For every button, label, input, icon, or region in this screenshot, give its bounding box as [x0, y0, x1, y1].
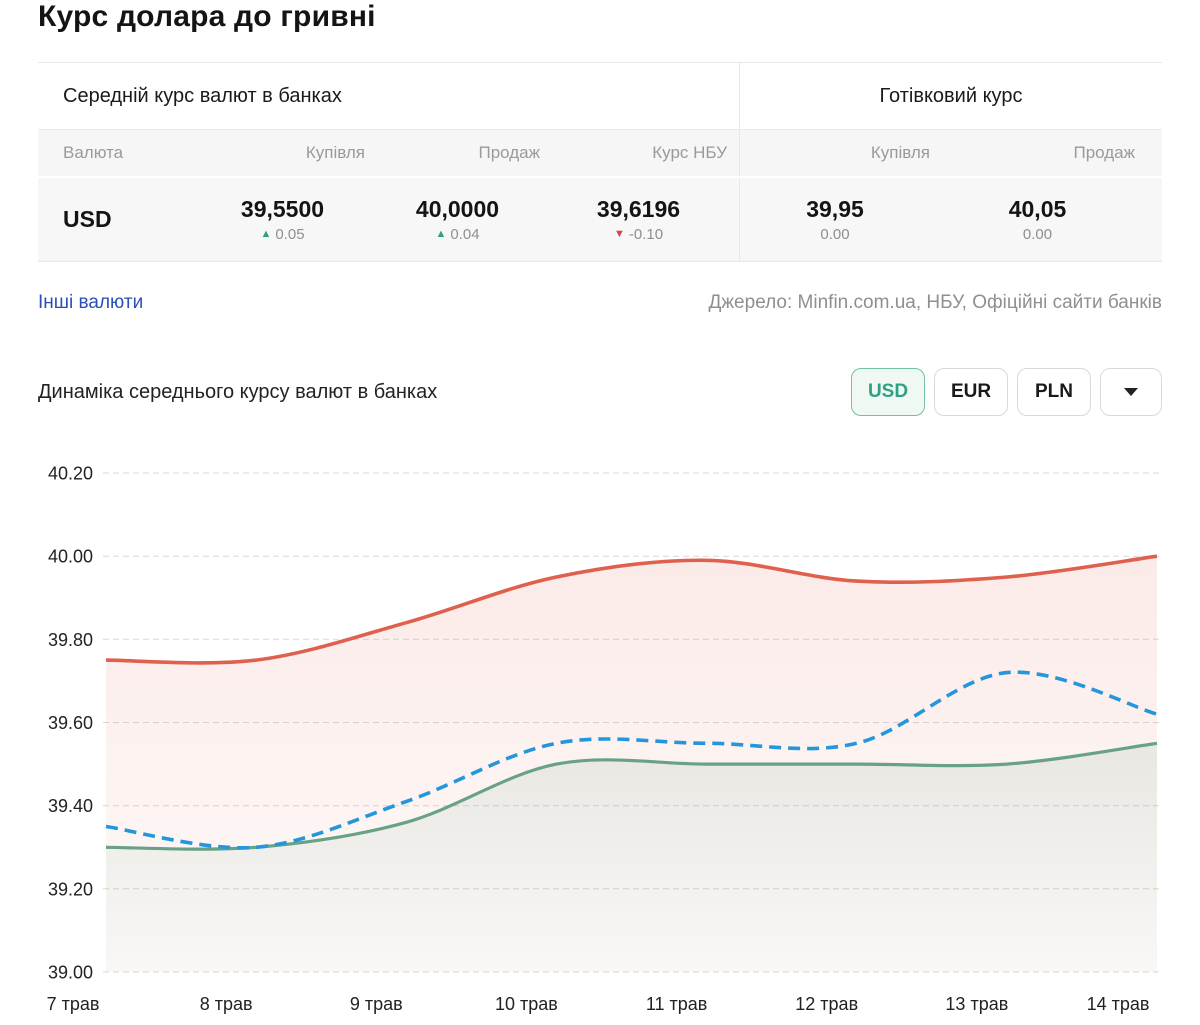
currency-toggle-group: USD EUR PLN [851, 368, 1162, 416]
col-header-buy: Купівля [305, 143, 365, 162]
rate-value: 39,5500 [240, 196, 325, 223]
rate-cell-cash-sell: 40,05 0.00 [940, 178, 1162, 261]
area-Купівля [106, 743, 1157, 972]
x-axis-label: 11 трав [646, 994, 708, 1014]
y-axis-label: 39.60 [48, 713, 93, 733]
chart-header: Динаміка середнього курсу валют в банках… [38, 366, 1162, 418]
rate-cell-sell: 40,0000 ▲ 0.04 [375, 178, 550, 261]
rate-value: 39,95 [806, 196, 864, 223]
y-axis-label: 39.00 [48, 963, 93, 983]
currency-code: USD [63, 206, 112, 232]
currency-button-eur[interactable]: EUR [934, 368, 1008, 416]
chevron-down-icon [1124, 388, 1138, 396]
y-axis-label: 40.20 [48, 464, 93, 484]
y-axis-label: 39.40 [48, 796, 93, 816]
rates-table: Середній курс валют в банках Готівковий … [38, 62, 1162, 262]
change-value: 0.00 [820, 225, 850, 243]
change-value: 0.04 [450, 225, 480, 243]
line-Курс НБУ [105, 670, 1158, 850]
x-axis-label: 14 трав [1087, 994, 1150, 1014]
group-header-cash: Готівковий курс [879, 84, 1023, 107]
change-value: 0.05 [275, 225, 305, 243]
change-value: -0.10 [628, 225, 664, 243]
other-currencies-link[interactable]: Інші валюти [38, 292, 144, 313]
change-value: 0.00 [1022, 225, 1053, 243]
rate-value: 39,6196 [596, 196, 681, 223]
group-header-banks: Середній курс валют в банках [38, 63, 740, 129]
rates-chart: 39.00 39.20 39.40 39.60 39.80 40.00 40.20 7 тра… [0, 440, 1200, 1025]
col-header-cash-sell: Продаж [1073, 143, 1135, 162]
line-Купівля [105, 741, 1158, 851]
x-axis-label: 9 трав [350, 994, 403, 1014]
x-axis-label: 12 трав [795, 994, 858, 1014]
table-column-header-row: Валюта Купівля Продаж Курс НБУ Купівля П… [38, 130, 1162, 178]
x-axis-label: 10 трав [495, 994, 558, 1014]
page-title: Курс долара до гривні [38, 0, 376, 33]
rate-cell-cash-buy: 39,95 0.00 [740, 178, 940, 261]
y-axis-label: 39.80 [48, 630, 93, 650]
more-currencies-dropdown[interactable] [1100, 368, 1162, 416]
currency-button-usd[interactable]: USD [851, 368, 925, 416]
col-header-currency: Валюта [63, 143, 124, 162]
y-axis-label: 40.00 [48, 547, 93, 567]
currency-button-pln[interactable]: PLN [1017, 368, 1091, 416]
y-axis-label: 39.20 [48, 879, 93, 899]
rate-value: 40,05 [1008, 196, 1067, 223]
rate-value: 40,0000 [415, 196, 500, 223]
change-direction-icon: ▲ [435, 227, 447, 240]
line-Продаж [105, 554, 1158, 665]
links-row: Інші валюти Джерело: Minfin.com.ua, НБУ,… [38, 292, 1162, 314]
col-header-sell: Продаж [478, 143, 540, 162]
table-row-usd: USD 39,5500 ▲ 0.05 40,0000 ▲ 0.04 39,6196 … [38, 178, 1162, 262]
rate-cell-buy: 39,5500 ▲ 0.05 [200, 178, 375, 261]
change-direction-icon: ▼ [613, 227, 625, 240]
chart-section-title: Динаміка середнього курсу валют в банках [38, 380, 438, 403]
x-axis-label: 8 трав [200, 994, 253, 1014]
rate-cell-nbu: 39,6196 ▼ -0.10 [550, 178, 740, 261]
col-header-cash-buy: Купівля [870, 143, 930, 162]
change-direction-icon: ▲ [260, 227, 272, 240]
source-text: Джерело: Minfin.com.ua, НБУ, Офіційні са… [708, 292, 1162, 313]
x-axis-label: 13 трав [945, 994, 1008, 1014]
col-header-nbu: Курс НБУ [550, 130, 740, 176]
table-group-header-row: Середній курс валют в банках Готівковий … [38, 63, 1162, 130]
x-axis-label: 7 трав [47, 994, 100, 1014]
